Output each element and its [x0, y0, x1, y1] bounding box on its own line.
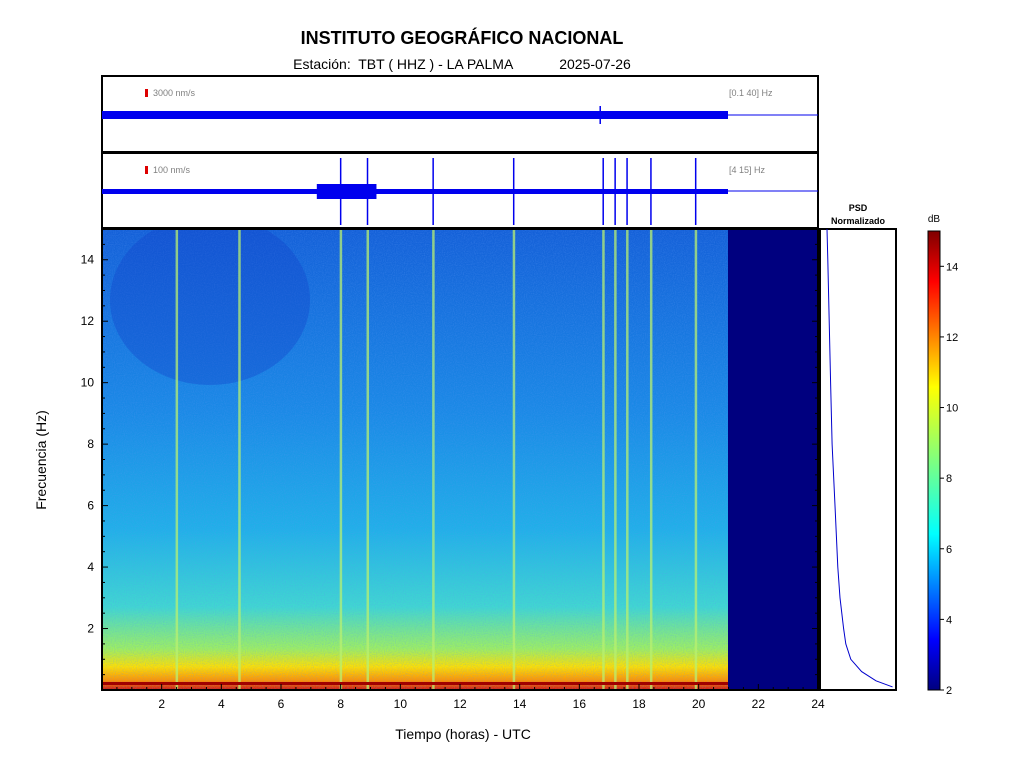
x-tick-label: 10 [394, 697, 408, 711]
spectrogram-event-line-1 [238, 229, 241, 690]
spectrogram-event-lines [175, 229, 698, 690]
colorbar-tick-label: 14 [946, 261, 958, 273]
x-tick-label: 12 [453, 697, 467, 711]
colorbar-tick-label: 8 [946, 473, 952, 485]
x-tick-label: 20 [692, 697, 706, 711]
trace-2-busy-segment [316, 184, 377, 199]
spectrogram-event-line-9 [649, 229, 653, 690]
spectrogram-event-line-10 [694, 229, 698, 690]
page-title: INSTITUTO GEOGRÁFICO NACIONAL [300, 28, 624, 48]
colorbar: dB 2 4 6 8 10 12 14 [927, 214, 958, 697]
x-tick-label: 14 [513, 697, 527, 711]
psd-panel: PSD Normalizado [819, 203, 897, 691]
trace-band-1 [102, 111, 728, 119]
y-tick-label: 8 [87, 437, 94, 451]
colorbar-tick-label: 10 [946, 403, 958, 415]
x-tick-label: 4 [218, 697, 225, 711]
x-tick-label: 2 [158, 697, 165, 711]
scale-marker-1 [145, 89, 148, 97]
spectrogram-event-line-7 [614, 229, 617, 690]
spectrogram-event-line-8 [626, 229, 629, 690]
spectrogram-lowfreq-line [102, 682, 728, 685]
trace-band-2 [102, 189, 728, 194]
station-label: Estación: [293, 56, 351, 72]
x-tick-label: 6 [278, 697, 285, 711]
x-axis: 2 4 6 8 10 12 14 16 18 20 22 24 [101, 684, 825, 711]
colorbar-ticks: 2 4 6 8 10 12 14 [940, 261, 958, 697]
x-tick-label: 18 [632, 697, 646, 711]
colorbar-gradient [927, 230, 941, 691]
y-axis-label: Frecuencia (Hz) [33, 410, 49, 510]
x-axis-label: Tiempo (horas) - UTC [395, 726, 531, 742]
spectrogram-event-line-4 [432, 229, 435, 690]
x-tick-label: 8 [337, 697, 344, 711]
colorbar-tick-label: 6 [946, 544, 952, 556]
spectrogram-no-data [728, 229, 818, 690]
seismogram-panel-2: 100 nm/s [4 15] Hz [101, 152, 819, 229]
x-tick-label: 22 [752, 697, 766, 711]
spectrogram-speckle [102, 229, 728, 690]
y-tick-label: 2 [87, 622, 94, 636]
spectrogram-event-line-0 [175, 229, 179, 690]
psd-title-2: Normalizado [831, 216, 886, 226]
x-tick-label: 24 [811, 697, 825, 711]
colorbar-tick-label: 2 [946, 685, 952, 697]
station-name: TBT ( HHZ ) - LA PALMA [358, 56, 513, 72]
y-tick-label: 12 [81, 314, 95, 328]
x-tick-label: 16 [573, 697, 587, 711]
y-axis: 2 4 6 8 10 12 14 [81, 228, 818, 691]
y-tick-label: 14 [81, 253, 95, 267]
spectrogram-event-line-6 [602, 229, 605, 690]
psd-curve [826, 228, 893, 688]
scale-label-1: 3000 nm/s [153, 88, 196, 98]
y-tick-label: 6 [87, 499, 94, 513]
psd-title-1: PSD [849, 203, 868, 213]
spectrogram-dark-patch [110, 229, 310, 385]
spectrogram-event-line-2 [339, 229, 343, 690]
filter-label-2: [4 15] Hz [729, 165, 766, 175]
filter-label-1: [0.1 40] Hz [729, 88, 773, 98]
seismogram-panel-1: 3000 nm/s [0.1 40] Hz [101, 75, 819, 153]
colorbar-tick-label: 4 [946, 614, 952, 626]
date-label: 2025-07-26 [559, 56, 631, 72]
scale-marker-2 [145, 166, 148, 174]
colorbar-label: dB [928, 214, 941, 225]
spectrogram-event-line-5 [512, 229, 516, 690]
scale-label-2: 100 nm/s [153, 165, 191, 175]
spectrogram-event-line-3 [366, 229, 370, 690]
psd-frame [819, 228, 897, 691]
station-line: Estación: TBT ( HHZ ) - LA PALMA 2025-07… [0, 56, 924, 72]
trace-2-events [316, 158, 697, 225]
y-tick-label: 10 [81, 376, 95, 390]
colorbar-tick-label: 12 [946, 332, 958, 344]
y-tick-label: 4 [87, 560, 94, 574]
